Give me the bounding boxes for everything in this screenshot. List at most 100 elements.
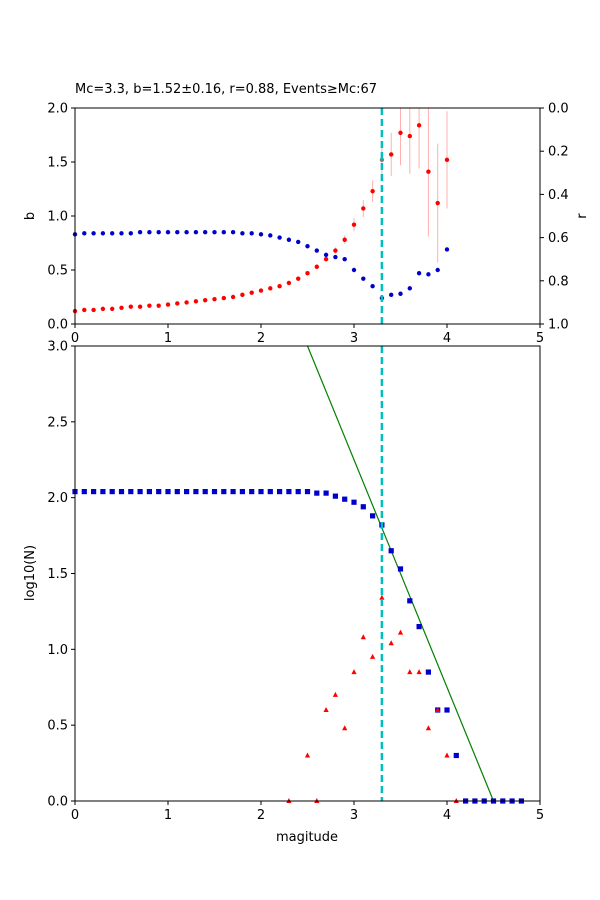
r-point — [147, 230, 152, 235]
top-right-y-tick-label: 0.0 — [548, 102, 569, 117]
top-chart-title: Mc=3.3, b=1.52±0.16, r=0.88, Events≥Mc:6… — [75, 82, 377, 97]
top-x-tick-label: 2 — [257, 331, 265, 346]
b-point — [240, 292, 245, 298]
b-point — [203, 298, 208, 303]
cumulative-square — [128, 489, 134, 495]
top-x-tick-label: 4 — [443, 331, 451, 346]
b-point — [110, 306, 115, 312]
bottom-y-tick-label: 0.5 — [47, 719, 68, 734]
b-point — [100, 306, 106, 312]
top-right-y-tick-label: 1.0 — [548, 318, 569, 333]
noncumulative-triangle — [304, 752, 311, 758]
cumulative-square — [370, 513, 376, 519]
cumulative-square — [230, 489, 236, 495]
noncumulative-triangle — [379, 594, 385, 600]
b-point — [128, 304, 133, 309]
cumulative-square — [258, 489, 264, 495]
r-point — [286, 237, 292, 242]
cumulative-square — [267, 489, 273, 495]
top-x-tick-label: 5 — [536, 331, 544, 346]
r-point — [398, 291, 403, 296]
bottom-ticks: 0 1 2 3 4 5 0.0 0.5 1.0 1.5 2.0 2.5 3.0 — [47, 340, 544, 824]
b-point — [230, 294, 236, 300]
noncumulative-triangle — [332, 691, 338, 697]
b-point — [184, 300, 189, 305]
top-y-tick-label: 2.0 — [47, 102, 68, 117]
noncumulative-triangle — [407, 669, 413, 675]
bottom-data-marks — [72, 489, 524, 804]
bottom-x-tick-label: 2 — [257, 808, 265, 823]
r-point — [361, 276, 366, 281]
cumulative-square — [304, 489, 311, 495]
r-point — [305, 244, 310, 249]
cumulative-square — [351, 499, 357, 505]
bottom-x-tick-label: 4 — [443, 808, 451, 823]
cumulative-square — [184, 489, 190, 495]
top-x-tick-label: 3 — [350, 331, 358, 346]
r-point — [128, 231, 133, 236]
top-right-y-tick-label: 0.2 — [548, 145, 569, 160]
r-point — [110, 231, 115, 236]
r-point — [416, 271, 422, 276]
cumulative-square — [342, 496, 348, 502]
bottom-y-tick-label: 1.0 — [47, 643, 68, 658]
b-point — [277, 284, 282, 289]
cumulative-square — [332, 493, 338, 499]
b-point — [156, 303, 161, 308]
cumulative-square — [211, 489, 218, 495]
b-point — [426, 169, 431, 174]
b-point — [286, 280, 292, 286]
bottom-y-tick-label: 2.5 — [47, 415, 68, 430]
cumulative-square — [100, 489, 106, 495]
fit-line — [306, 345, 495, 802]
noncumulative-triangle — [416, 669, 422, 675]
b-point — [147, 303, 152, 308]
top-x-tick-label: 0 — [71, 331, 79, 346]
r-point — [435, 267, 440, 273]
b-point — [221, 295, 226, 301]
b-point — [398, 130, 403, 136]
b-point — [119, 305, 124, 310]
r-point — [389, 292, 394, 298]
bottom-y-tick-label: 0.0 — [47, 795, 68, 810]
b-point — [296, 276, 301, 281]
top-y-tick-label: 0.0 — [47, 318, 68, 333]
cumulative-square — [397, 566, 404, 572]
cumulative-square — [156, 489, 162, 495]
bottom-x-tick-label: 3 — [350, 808, 358, 823]
noncumulative-triangle — [444, 752, 450, 758]
r-point — [165, 230, 171, 235]
bottom-y-axis-label: log10(N) — [23, 545, 38, 601]
r-point — [323, 252, 329, 258]
cumulative-square — [388, 548, 394, 554]
b-point — [268, 286, 273, 291]
r-point — [249, 231, 254, 236]
top-ticks: 0 1 2 3 4 5 0.0 0.5 1.0 1.5 2.0 0.0 0.2 0.4 0.6 0.8 1.0 — [47, 102, 568, 347]
cumulative-square — [165, 489, 171, 495]
noncumulative-triangle — [342, 725, 348, 731]
r-point — [230, 230, 236, 235]
b-point — [333, 248, 338, 253]
top-panel: Mc=3.3, b=1.52±0.16, r=0.88, Events≥Mc:6… — [23, 82, 590, 346]
cumulative-square — [239, 489, 245, 495]
cumulative-square — [360, 504, 366, 510]
r-point — [407, 286, 412, 291]
noncumulative-triangle — [388, 640, 394, 646]
r-point — [333, 254, 338, 260]
r-point — [175, 230, 180, 235]
b-point — [249, 290, 254, 295]
cumulative-square — [277, 489, 283, 495]
cumulative-square — [314, 490, 320, 496]
cumulative-square — [295, 489, 301, 495]
cumulative-square — [81, 489, 87, 495]
r-point — [156, 230, 161, 235]
top-plot-frame — [74, 107, 541, 325]
top-right-y-tick-label: 0.4 — [548, 188, 569, 203]
cumulative-square — [137, 489, 143, 495]
top-right-y-axis-label: r — [575, 213, 590, 219]
top-y-tick-label: 0.5 — [47, 264, 68, 279]
b-point — [305, 271, 310, 276]
b-point — [323, 257, 329, 262]
cumulative-square — [193, 489, 199, 495]
